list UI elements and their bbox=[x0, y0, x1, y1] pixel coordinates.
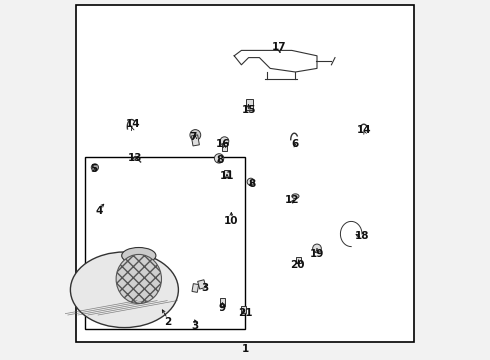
Text: 14: 14 bbox=[357, 125, 371, 135]
Text: 5: 5 bbox=[90, 164, 98, 174]
Bar bbox=[191, 135, 199, 146]
Bar bbox=[224, 170, 230, 177]
Text: 3: 3 bbox=[191, 321, 198, 331]
Text: 13: 13 bbox=[128, 153, 143, 163]
Text: 10: 10 bbox=[224, 216, 239, 226]
Text: 8: 8 bbox=[248, 179, 256, 189]
Ellipse shape bbox=[122, 248, 156, 264]
Bar bbox=[197, 280, 206, 289]
Text: 21: 21 bbox=[238, 308, 252, 318]
Text: 6: 6 bbox=[292, 139, 299, 149]
Bar bbox=[85, 157, 245, 329]
Circle shape bbox=[190, 130, 201, 140]
Text: 19: 19 bbox=[310, 249, 324, 259]
Circle shape bbox=[313, 244, 321, 253]
Text: 2: 2 bbox=[164, 317, 171, 327]
Ellipse shape bbox=[71, 252, 178, 328]
Circle shape bbox=[220, 137, 229, 145]
Text: 20: 20 bbox=[290, 260, 304, 270]
Bar bbox=[220, 298, 225, 306]
Bar bbox=[241, 306, 245, 313]
Text: 7: 7 bbox=[189, 132, 196, 142]
Bar bbox=[296, 257, 301, 263]
Bar bbox=[192, 284, 198, 292]
Text: 1: 1 bbox=[242, 344, 248, 354]
Text: 16: 16 bbox=[216, 139, 231, 149]
Bar bbox=[222, 143, 227, 151]
Text: 4: 4 bbox=[96, 206, 103, 216]
Text: 11: 11 bbox=[220, 171, 234, 181]
Ellipse shape bbox=[116, 255, 162, 303]
Text: 18: 18 bbox=[355, 231, 369, 241]
Text: 17: 17 bbox=[272, 42, 287, 52]
Text: 3: 3 bbox=[202, 283, 209, 293]
Text: 9: 9 bbox=[218, 303, 225, 313]
Bar bbox=[245, 99, 253, 110]
Text: 12: 12 bbox=[285, 195, 299, 205]
Text: 15: 15 bbox=[242, 105, 256, 115]
Ellipse shape bbox=[292, 194, 299, 199]
Circle shape bbox=[247, 178, 254, 185]
Text: 14: 14 bbox=[126, 119, 141, 129]
Text: 8: 8 bbox=[216, 155, 223, 165]
Circle shape bbox=[215, 154, 224, 163]
Circle shape bbox=[91, 164, 98, 171]
